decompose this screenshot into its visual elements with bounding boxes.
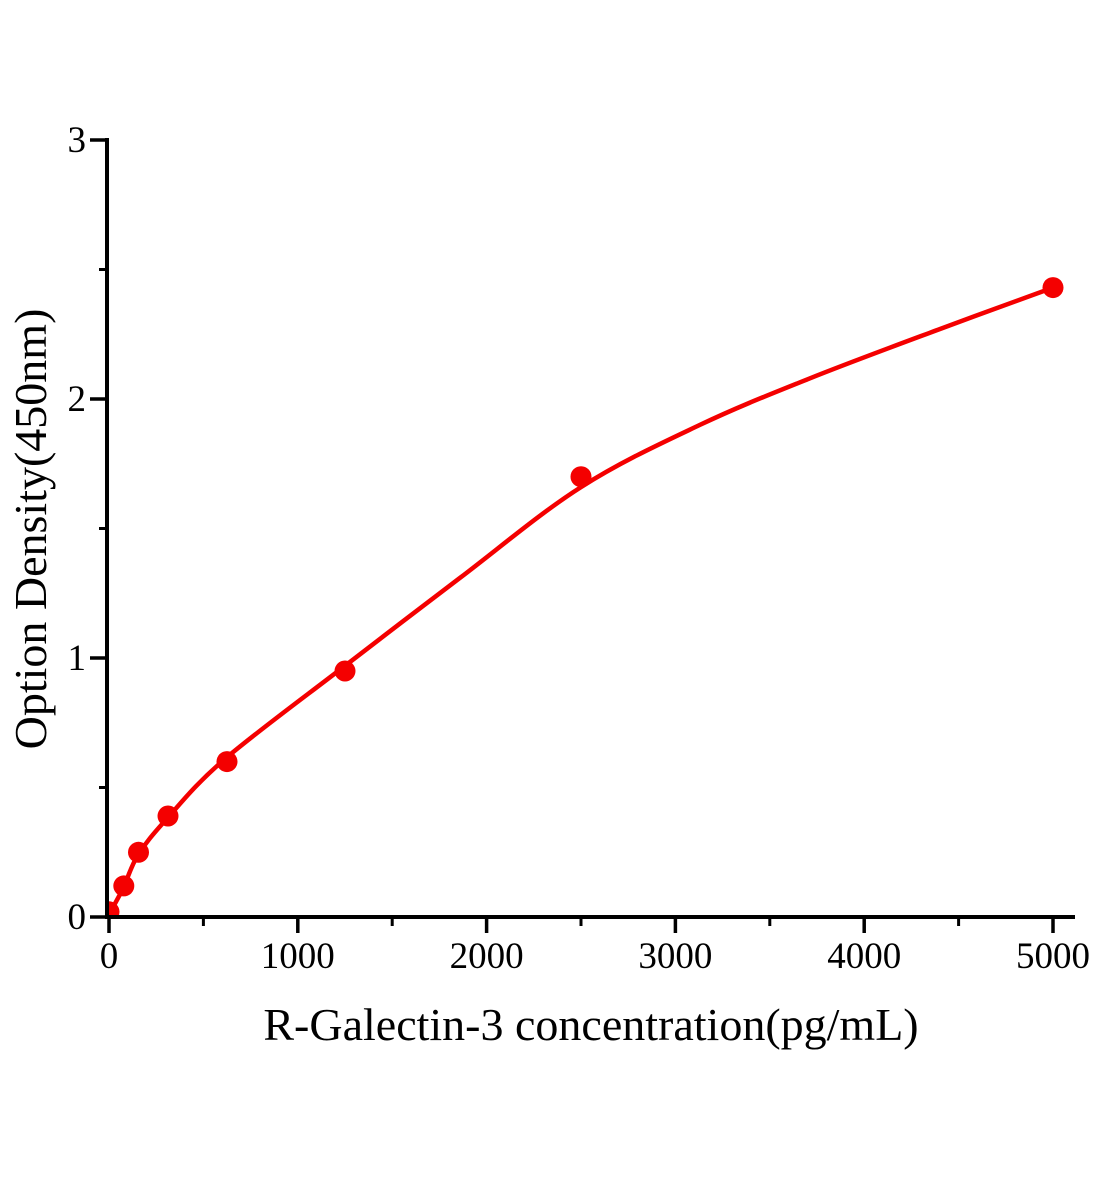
data-point — [109, 901, 120, 917]
axis-layer — [90, 138, 1075, 933]
data-point — [1042, 277, 1064, 299]
x-tick-label: 3000 — [638, 936, 712, 977]
x-tick-label: 5000 — [1016, 936, 1090, 977]
fit-curve-layer — [109, 285, 1056, 917]
data-point — [128, 841, 149, 863]
fit-curve — [109, 285, 1056, 917]
y-tick-label: 0 — [68, 897, 87, 938]
data-point — [216, 751, 238, 773]
data-point — [157, 805, 179, 827]
y-tick-label: 1 — [68, 638, 87, 679]
x-tick-label: 4000 — [827, 936, 901, 977]
data-point-layer — [109, 277, 1064, 917]
x-tick-label: 0 — [100, 936, 119, 977]
data-point — [570, 466, 592, 488]
x-tick-label: 2000 — [450, 936, 524, 977]
y-axis-title: Option Density(450nm) — [5, 309, 56, 750]
x-axis-title: R-Galectin-3 concentration(pg/mL) — [263, 999, 918, 1050]
y-tick-label: 2 — [68, 379, 87, 420]
data-point — [113, 875, 135, 897]
y-tick-label: 3 — [68, 120, 87, 161]
x-tick-label: 1000 — [261, 936, 335, 977]
data-point — [334, 660, 356, 682]
tick-label-layer: 0 1000 2000 3000 4000 5000 0 1 2 3 — [68, 120, 1091, 977]
